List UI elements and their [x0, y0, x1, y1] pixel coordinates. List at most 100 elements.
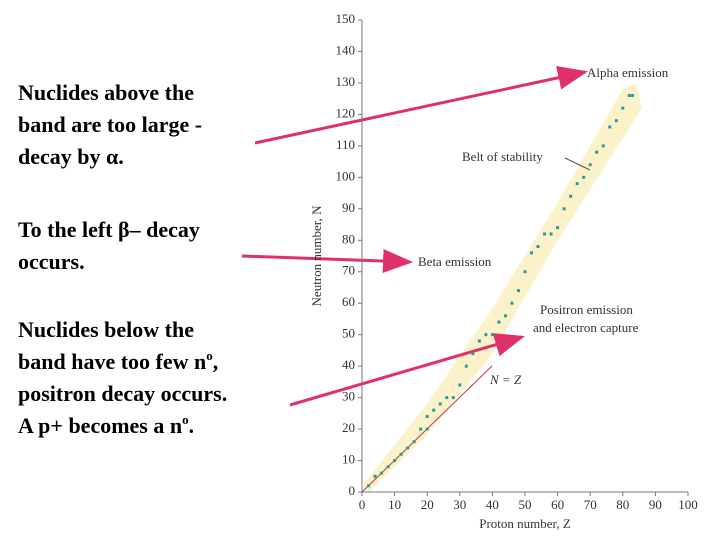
stable-nuclide	[601, 144, 605, 148]
y-tick-label: 50	[342, 326, 355, 341]
x-tick-label: 20	[421, 497, 434, 512]
stable-nuclide	[458, 383, 462, 387]
stable-nuclide	[484, 333, 488, 337]
stable-nuclide	[373, 474, 377, 478]
y-tick-label: 40	[342, 357, 355, 372]
text-line: positron decay occurs.	[18, 381, 228, 406]
annotation: and electron capture	[533, 320, 639, 335]
stable-nuclide	[543, 232, 547, 236]
stable-nuclide	[393, 459, 397, 463]
y-tick-label: 140	[336, 42, 356, 57]
text-line: decay by α.	[18, 144, 124, 169]
x-tick-label: 10	[388, 497, 401, 512]
text-block: Nuclides below the band have too few no, p…	[18, 314, 227, 442]
text-line: .	[188, 413, 195, 438]
stable-nuclide	[464, 364, 468, 368]
text-line: ,	[212, 349, 219, 374]
text-line: A p+ becomes a n	[18, 413, 183, 438]
y-tick-label: 80	[342, 231, 355, 246]
x-tick-label: 70	[584, 497, 597, 512]
stable-nuclide	[445, 396, 449, 400]
y-tick-label: 20	[342, 420, 355, 435]
y-tick-label: 60	[342, 294, 355, 309]
y-tick-label: 70	[342, 263, 355, 278]
stable-nuclide	[471, 352, 475, 356]
x-tick-label: 80	[616, 497, 629, 512]
stable-nuclide	[516, 289, 520, 293]
annotation: Belt of stability	[462, 149, 543, 164]
y-tick-label: 0	[349, 483, 356, 498]
stable-nuclide	[425, 414, 429, 418]
text-block: To the left β– decay occurs.	[18, 214, 200, 278]
stable-nuclide	[595, 150, 599, 154]
arrow	[254, 65, 588, 145]
stable-nuclide	[412, 440, 416, 444]
stable-nuclide	[562, 207, 566, 211]
stable-nuclide	[530, 251, 534, 255]
y-tick-label: 130	[336, 74, 356, 89]
stable-nuclide	[536, 245, 540, 249]
stable-nuclide	[621, 106, 625, 110]
stable-nuclide	[380, 471, 384, 475]
stable-nuclide	[399, 452, 403, 456]
y-tick-label: 100	[336, 168, 356, 183]
stable-nuclide	[503, 314, 507, 318]
y-tick-label: 150	[336, 11, 356, 26]
arrow	[289, 333, 525, 407]
superscript: o	[182, 412, 189, 427]
x-tick-label: 50	[519, 497, 532, 512]
x-axis-title: Proton number, Z	[479, 516, 571, 531]
text-line: Nuclides below the	[18, 317, 194, 342]
x-tick-label: 100	[678, 497, 698, 512]
annotation: Alpha emission	[587, 65, 669, 80]
leader-line	[564, 157, 591, 171]
stable-nuclide	[523, 270, 527, 274]
stable-nuclide	[614, 119, 618, 123]
x-tick-label: 0	[359, 497, 366, 512]
stable-nuclide	[569, 194, 573, 198]
stable-nuclide	[556, 226, 560, 230]
stable-nuclide	[419, 427, 423, 431]
stable-nuclide	[627, 94, 631, 98]
text-block: Nuclides above the band are too large - de…	[18, 77, 202, 173]
x-tick-label: 30	[453, 497, 466, 512]
stable-nuclide	[575, 182, 579, 186]
stable-nuclide	[386, 465, 390, 469]
stable-nuclide	[549, 232, 553, 236]
stable-nuclide	[477, 339, 481, 343]
text-line: band are too large -	[18, 112, 203, 137]
y-tick-label: 10	[342, 452, 355, 467]
stable-nuclide	[588, 163, 592, 167]
stable-nuclide	[367, 484, 371, 488]
annotation: N = Z	[489, 372, 522, 387]
stable-nuclide	[432, 408, 436, 412]
stable-nuclide	[608, 125, 612, 129]
stable-nuclide	[497, 320, 501, 324]
x-tick-label: 90	[649, 497, 662, 512]
stable-nuclide	[631, 94, 635, 98]
stable-nuclide	[582, 175, 586, 179]
text-line: Nuclides above the	[18, 80, 194, 105]
text-line: occurs.	[18, 249, 85, 274]
x-tick-label: 60	[551, 497, 564, 512]
y-tick-label: 90	[342, 200, 355, 215]
stability-band	[362, 83, 642, 492]
stable-nuclide	[406, 446, 410, 450]
superscript: o	[206, 348, 213, 363]
stable-nuclide	[451, 396, 455, 400]
annotation: Positron emission	[540, 302, 633, 317]
annotation: Beta emission	[418, 254, 492, 269]
y-axis-title: Neutron number, N	[309, 205, 324, 307]
x-tick-label: 40	[486, 497, 499, 512]
y-tick-label: 110	[336, 137, 355, 152]
text-line: band have too few n	[18, 349, 207, 374]
stable-nuclide	[510, 301, 514, 305]
arrow	[241, 249, 413, 274]
text-line: To the left β– decay	[18, 217, 200, 242]
stable-nuclide	[490, 333, 494, 337]
y-tick-label: 120	[336, 105, 356, 120]
stable-nuclide	[425, 427, 429, 431]
stable-nuclide	[438, 402, 442, 406]
